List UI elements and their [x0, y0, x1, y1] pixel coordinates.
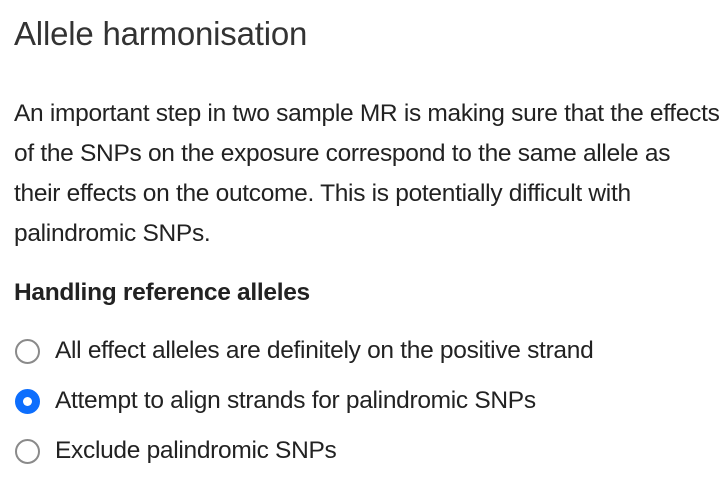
allele-harmonisation-panel: Allele harmonisation An important step i…	[14, 0, 722, 476]
radio-label-exclude-palindromic[interactable]: Exclude palindromic SNPs	[55, 437, 337, 464]
radio-option-align-strands[interactable]: Attempt to align strands for palindromic…	[14, 376, 722, 426]
radio-option-positive-strand[interactable]: All effect alleles are definitely on the…	[14, 326, 722, 376]
section-title: Allele harmonisation	[14, 15, 308, 52]
section-description: An important step in two sample MR is ma…	[14, 100, 720, 247]
reference-alleles-label: Handling reference alleles	[14, 279, 310, 306]
radio-label-align-strands[interactable]: Attempt to align strands for palindromic…	[55, 387, 536, 414]
radio-button-exclude-palindromic[interactable]	[15, 438, 40, 464]
radio-button-positive-strand[interactable]	[15, 338, 40, 364]
radio-button-align-strands[interactable]	[15, 388, 40, 414]
radio-label-positive-strand[interactable]: All effect alleles are definitely on the…	[55, 337, 594, 364]
radio-option-exclude-palindromic[interactable]: Exclude palindromic SNPs	[14, 426, 722, 476]
reference-alleles-radio-group: All effect alleles are definitely on the…	[14, 326, 722, 476]
